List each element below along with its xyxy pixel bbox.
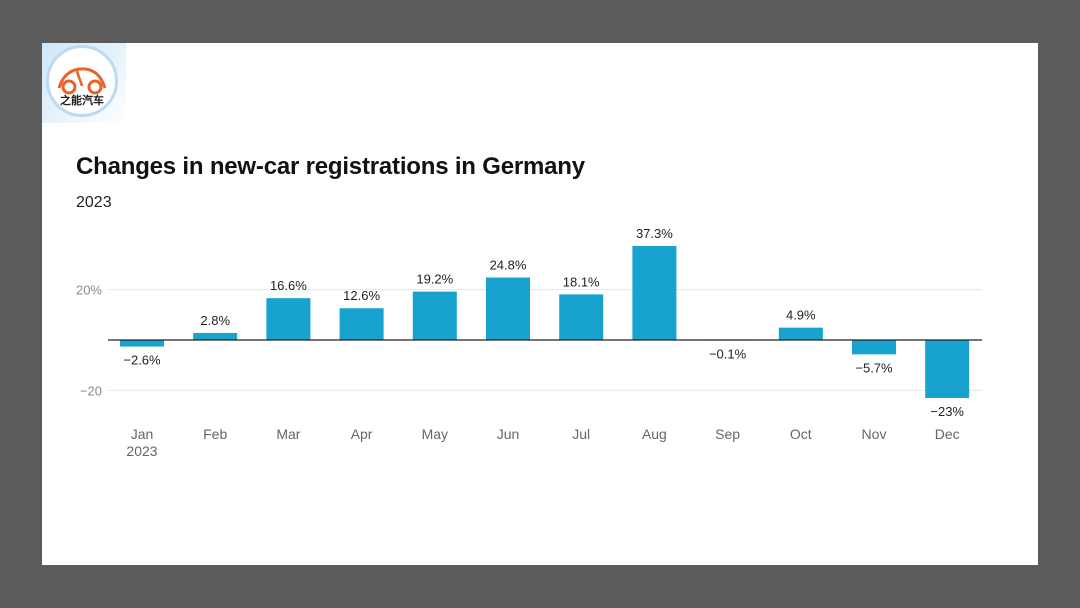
logo-text: 之能汽车 <box>60 94 104 107</box>
value-label: 16.6% <box>270 278 307 293</box>
x-tick-label: Feb <box>203 426 227 442</box>
value-label: 4.9% <box>786 308 816 323</box>
y-tick-label: −20 <box>80 383 102 398</box>
car-logo-icon <box>57 67 107 95</box>
bar-jul <box>559 294 604 340</box>
value-label: 24.8% <box>490 258 527 273</box>
chart-subtitle: 2023 <box>76 194 112 211</box>
bar-mar <box>266 298 311 340</box>
x-tick-label: Aug <box>642 426 667 442</box>
x-tick-label: Apr <box>351 426 373 442</box>
value-label: −23% <box>930 404 964 419</box>
value-label: 19.2% <box>416 272 453 287</box>
bar-jan <box>120 340 164 347</box>
value-label: −0.1% <box>709 346 747 361</box>
bar-may <box>412 291 457 340</box>
bar-apr <box>339 308 384 340</box>
x-tick-year-label: 2023 <box>126 443 157 459</box>
value-label: 2.8% <box>200 313 230 328</box>
x-tick-label: Mar <box>276 426 300 442</box>
x-tick-label: Jan <box>131 426 154 442</box>
x-tick-label: Jun <box>497 426 520 442</box>
x-tick-label: Jul <box>572 426 590 442</box>
value-label: 18.1% <box>563 274 600 289</box>
x-tick-label: May <box>422 426 448 442</box>
x-tick-label: Dec <box>935 426 960 442</box>
logo-badge: 之能汽车 <box>42 43 126 123</box>
x-tick-label: Oct <box>790 426 812 442</box>
bar-jun <box>486 277 530 340</box>
bar-chart: 20% −20 −2.6% Jan 2.8% Feb 16.6% Mar 12.6% Apr 19.… <box>76 226 982 459</box>
chart-title: Changes in new-car registrations in Germ… <box>76 153 585 180</box>
x-tick-label: Nov <box>862 426 887 442</box>
bar-feb <box>193 332 238 340</box>
bar-oct <box>778 327 823 340</box>
value-label: −2.6% <box>123 353 161 368</box>
x-tick-label: Sep <box>715 426 740 442</box>
bar-dec <box>925 340 970 398</box>
chart-card: 之能汽车 Changes in new-car registrations in… <box>42 43 1038 565</box>
logo: 之能汽车 <box>46 45 118 117</box>
bar-nov <box>852 340 896 355</box>
value-label: −5.7% <box>855 360 893 375</box>
value-label: 37.3% <box>636 226 673 241</box>
bar-aug <box>632 246 677 340</box>
value-label: 12.6% <box>343 288 380 303</box>
y-tick-label: 20% <box>76 283 102 298</box>
